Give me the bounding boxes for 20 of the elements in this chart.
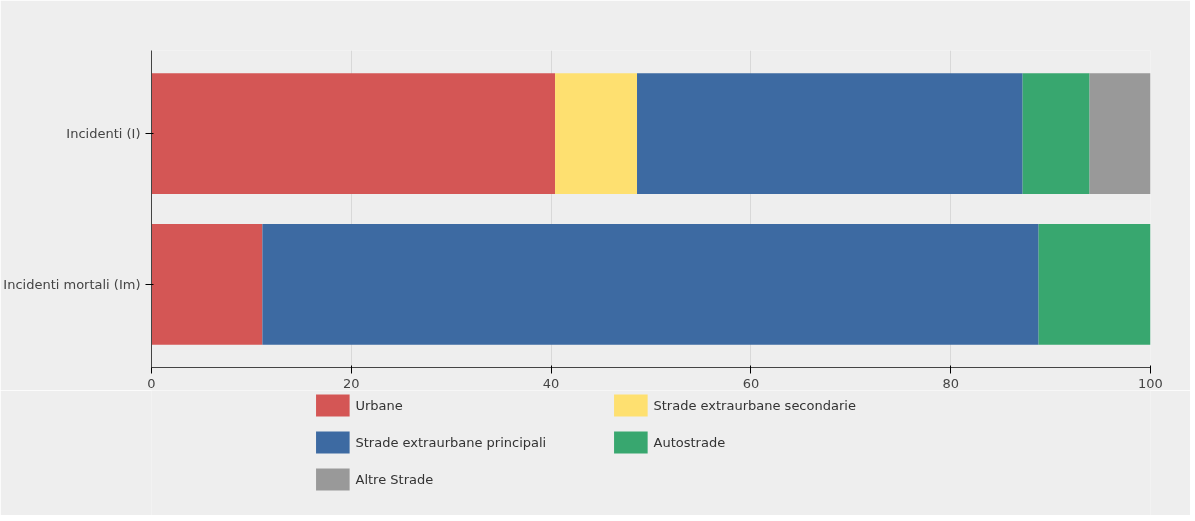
legend-label: Strade extraurbane secondarie	[653, 398, 856, 413]
bar	[637, 73, 1023, 194]
y-tick-label: Incidenti (I)	[66, 126, 141, 142]
x-tick-label: 40	[542, 375, 560, 391]
bar	[1038, 224, 1151, 345]
y-tick-label: Incidenti mortali (Im)	[3, 276, 141, 292]
x-tick-label: 100	[1138, 375, 1163, 391]
bar	[151, 224, 263, 345]
x-tick-label: 60	[742, 375, 760, 391]
bar	[151, 73, 556, 194]
x-tick-label: 20	[343, 375, 360, 391]
legend-label: Strade extraurbane principali	[355, 435, 547, 450]
legend-label: Autostrade	[653, 435, 726, 450]
bar	[1022, 73, 1090, 194]
legend-label: Urbane	[355, 398, 403, 413]
bar	[555, 73, 638, 194]
x-tick-label: 0	[147, 375, 156, 391]
bar	[1089, 73, 1151, 194]
x-tick-label: 80	[942, 375, 959, 391]
legend-label: Altre Strade	[355, 472, 434, 487]
